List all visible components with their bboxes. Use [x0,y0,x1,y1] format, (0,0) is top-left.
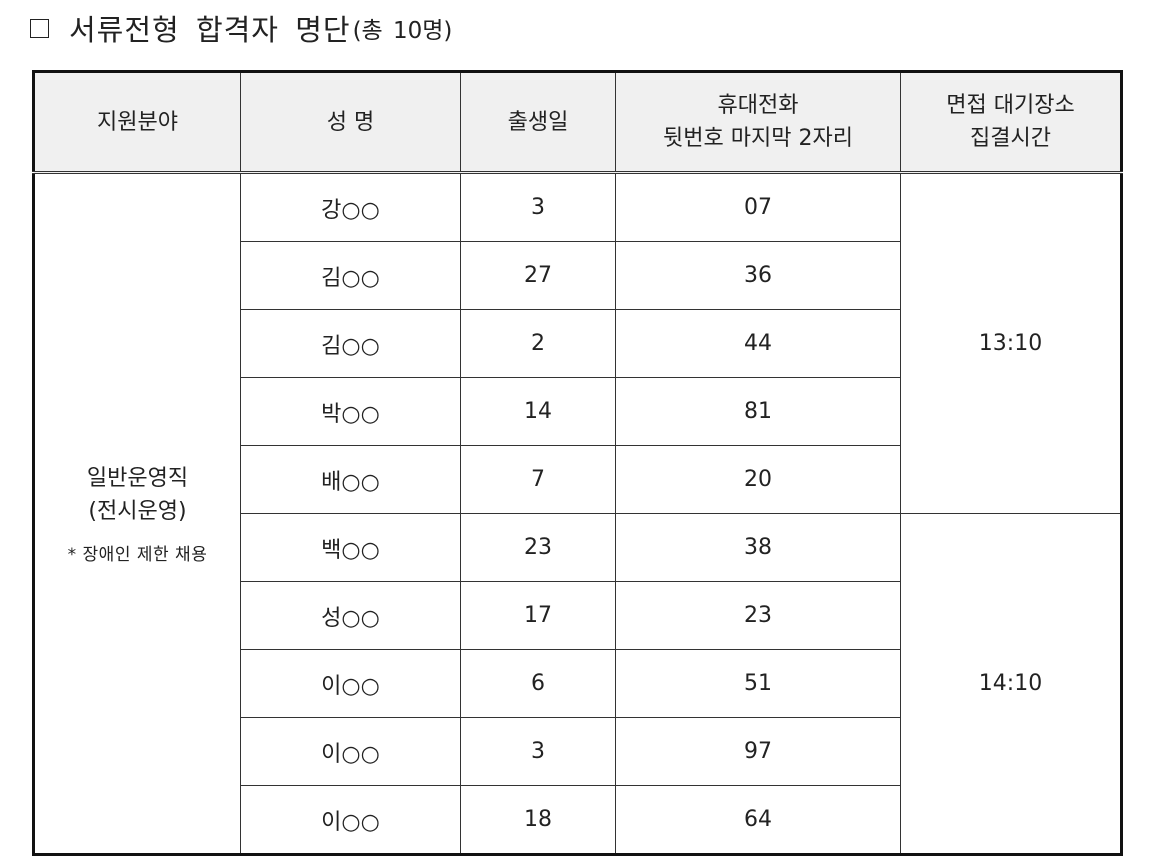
cell-name: 이○○ [240,717,461,786]
cell-name: 성○○ [240,581,461,650]
cell-birth: 2 [460,309,616,378]
table-row: 이○○ 18 64 [34,785,1122,855]
cell-birth: 7 [460,445,616,514]
cell-birth: 23 [460,513,616,582]
table-row: 배○○ 7 20 [34,445,1122,514]
cell-birth: 27 [460,241,616,310]
cell-birth: 3 [460,172,616,242]
header-time: 면접 대기장소 집결시간 [900,71,1122,174]
table-row: 이○○ 6 51 [34,649,1122,718]
cell-birth: 6 [460,649,616,718]
table-row: 이○○ 3 97 [34,717,1122,786]
table-row: 백○○ 23 38 14:10 [34,513,1122,855]
field-line2: (전시운영) [88,499,187,524]
cell-name: 김○○ [240,241,461,310]
cell-phone: 38 [615,513,901,582]
cell-time: 14:10 [900,513,1122,855]
cell-name: 박○○ [240,377,461,446]
page-title: 서류전형 합격자 명단 (총 10명) [30,8,452,48]
header-field: 지원분야 [33,71,241,174]
cell-phone: 20 [615,445,901,514]
cell-birth: 14 [460,377,616,446]
field-note: * 장애인 제한 채용 [67,545,208,565]
cell-time: 13:10 [900,172,1122,514]
cell-name: 김○○ [240,309,461,378]
cell-phone: 44 [615,309,901,378]
header-phone-line1: 휴대전화 [717,93,799,118]
cell-birth: 18 [460,785,616,855]
table-header-row: 지원분야 성 명 출생일 휴대전화 뒷번호 마지막 2자리 면접 대기장소 집결… [33,71,1122,174]
cell-name: 배○○ [240,445,461,514]
table-row: 김○○ 27 36 [34,241,1122,310]
title-main: 서류전형 합격자 명단 [69,13,351,47]
cell-phone: 36 [615,241,901,310]
cell-name: 강○○ [240,172,461,242]
header-phone: 휴대전화 뒷번호 마지막 2자리 [615,71,901,174]
cell-name: 백○○ [240,513,461,582]
field-cell: 일반운영직 (전시운영) * 장애인 제한 채용 [33,172,241,855]
cell-phone: 64 [615,785,901,855]
cell-phone: 97 [615,717,901,786]
table-row: 일반운영직 (전시운영) * 장애인 제한 채용 강○○ 3 07 13:10 [33,172,1122,855]
header-name: 성 명 [240,71,461,174]
applicant-table: 지원분야 성 명 출생일 휴대전화 뒷번호 마지막 2자리 면접 대기장소 집결… [32,70,1123,856]
checkbox-square-icon [30,18,49,38]
header-birth: 출생일 [460,71,616,174]
cell-phone: 51 [615,649,901,718]
cell-phone: 23 [615,581,901,650]
header-phone-line2: 뒷번호 마지막 2자리 [663,126,853,151]
cell-name: 이○○ [240,649,461,718]
cell-phone: 07 [615,172,901,242]
title-count: (총 10명) [352,18,453,44]
header-time-line1: 면접 대기장소 [946,93,1075,118]
table-row: 성○○ 17 23 [34,581,1122,650]
cell-birth: 3 [460,717,616,786]
cell-birth: 17 [460,581,616,650]
header-time-line2: 집결시간 [970,126,1051,151]
table-row: 박○○ 14 81 [34,377,1122,446]
field-line1: 일반운영직 [86,466,189,491]
cell-name: 이○○ [240,785,461,855]
cell-phone: 81 [615,377,901,446]
